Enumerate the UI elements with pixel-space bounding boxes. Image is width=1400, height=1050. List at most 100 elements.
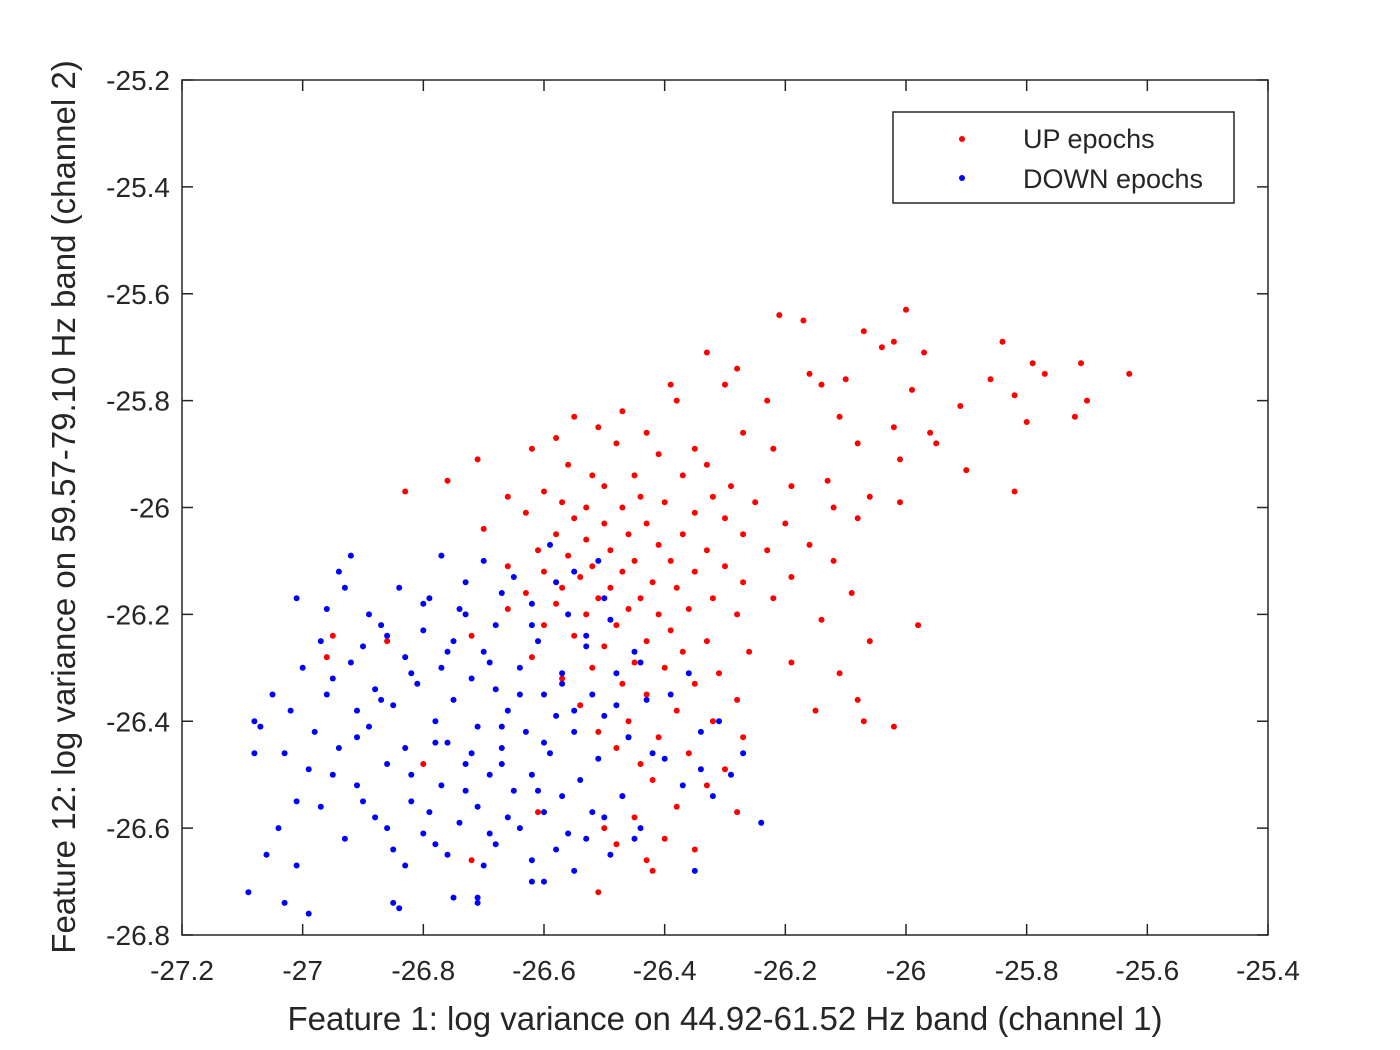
- down-epoch-point: [583, 643, 590, 650]
- down-epoch-point: [559, 670, 566, 677]
- up-epoch-point: [890, 338, 897, 345]
- up-epoch-point: [631, 472, 638, 479]
- up-epoch-point: [703, 461, 710, 468]
- x-tick-label: -26: [886, 955, 926, 986]
- up-epoch-point: [740, 734, 747, 741]
- down-epoch-point: [535, 638, 541, 645]
- y-tick-label: -25.6: [106, 279, 170, 310]
- up-epoch-point: [583, 536, 590, 543]
- x-tick-label: -26.8: [391, 955, 455, 986]
- down-epoch-point: [613, 670, 620, 677]
- down-epoch-point: [474, 894, 481, 901]
- y-axis-label: Feature 12: log variance on 59.57-79.10 …: [45, 60, 82, 953]
- up-epoch-point: [703, 782, 710, 789]
- up-epoch-point: [583, 504, 590, 511]
- down-epoch-point: [432, 718, 439, 725]
- up-epoch-point: [444, 477, 451, 484]
- up-epoch-point: [854, 440, 861, 447]
- down-epoch-point: [456, 606, 463, 612]
- down-epoch-point: [257, 723, 264, 730]
- up-epoch-point: [722, 515, 728, 522]
- up-epoch-point: [740, 579, 747, 586]
- down-epoch-point: [486, 659, 493, 666]
- up-epoch-point: [607, 547, 614, 554]
- down-epoch-point: [462, 761, 469, 767]
- up-epoch-point: [842, 376, 849, 383]
- down-epoch-point: [366, 723, 372, 730]
- up-epoch-point: [631, 659, 638, 666]
- x-tick-label: -26.6: [512, 955, 576, 986]
- down-epoch-point: [420, 600, 427, 607]
- down-epoch-point: [728, 771, 734, 778]
- up-epoch-point: [595, 595, 602, 602]
- up-epoch-point: [522, 590, 529, 596]
- up-epoch-point: [740, 429, 747, 436]
- up-epoch-point: [655, 541, 662, 548]
- up-epoch-point: [468, 857, 475, 864]
- up-epoch-point: [468, 632, 475, 639]
- down-epoch-point: [245, 889, 252, 896]
- up-epoch-point: [528, 654, 535, 661]
- up-epoch-point: [595, 728, 602, 735]
- down-epoch-point: [541, 739, 547, 746]
- down-epoch-point: [408, 771, 415, 778]
- down-epoch-point: [492, 841, 499, 848]
- down-epoch-point: [390, 846, 397, 853]
- x-tick-label: -26.4: [633, 955, 697, 986]
- y-tick-label: -26.2: [106, 599, 170, 630]
- down-epoch-point: [354, 734, 360, 741]
- down-epoch-point: [354, 707, 360, 714]
- down-epoch-point: [390, 702, 397, 709]
- down-epoch-point: [637, 825, 644, 832]
- down-epoch-point: [468, 750, 475, 757]
- x-tick-label: -27.2: [150, 955, 214, 986]
- up-epoch-point: [824, 477, 831, 484]
- up-epoch-point: [583, 611, 590, 618]
- up-epoch-point: [535, 547, 541, 554]
- up-epoch-point: [528, 445, 535, 452]
- up-epoch-point: [420, 761, 427, 767]
- down-epoch-point: [589, 691, 596, 698]
- down-epoch-point: [697, 766, 704, 773]
- down-epoch-point: [553, 846, 560, 853]
- down-epoch-point: [287, 707, 294, 714]
- down-epoch-point: [541, 809, 547, 816]
- down-epoch-point: [378, 696, 385, 703]
- up-epoch-point: [655, 611, 662, 618]
- up-epoch-point: [806, 370, 813, 377]
- down-epoch-point: [553, 579, 560, 586]
- down-epoch-point: [528, 622, 535, 629]
- up-epoch-point: [577, 702, 584, 709]
- up-epoch-point: [685, 606, 692, 612]
- up-epoch-point: [830, 504, 837, 511]
- down-epoch-point: [649, 750, 656, 757]
- up-epoch-point: [1023, 419, 1030, 425]
- up-epoch-point: [1011, 392, 1018, 399]
- up-epoch-point: [679, 531, 686, 538]
- up-epoch-point: [329, 632, 336, 639]
- down-epoch-point: [305, 910, 312, 917]
- up-epoch-point: [571, 632, 578, 639]
- up-epoch-point: [613, 841, 620, 848]
- up-epoch-point: [679, 472, 686, 479]
- down-epochs-series: [245, 541, 765, 917]
- down-epoch-point: [541, 878, 547, 885]
- up-epoch-point: [933, 440, 940, 447]
- down-epoch-point: [408, 670, 415, 677]
- down-epoch-point: [366, 611, 372, 618]
- down-epoch-point: [559, 793, 566, 800]
- down-epoch-point: [510, 574, 517, 580]
- down-epoch-point: [474, 723, 481, 730]
- up-epoch-point: [788, 574, 795, 580]
- down-epoch-point: [619, 793, 626, 800]
- down-epoch-point: [335, 568, 342, 575]
- down-epoch-point: [571, 568, 578, 575]
- up-epoch-point: [734, 365, 741, 372]
- down-epoch-point: [492, 622, 499, 629]
- down-epoch-point: [583, 632, 590, 639]
- up-epoch-point: [613, 440, 620, 447]
- down-epoch-point: [480, 557, 487, 564]
- up-epoch-point: [800, 317, 807, 324]
- up-epoch-point: [553, 600, 560, 607]
